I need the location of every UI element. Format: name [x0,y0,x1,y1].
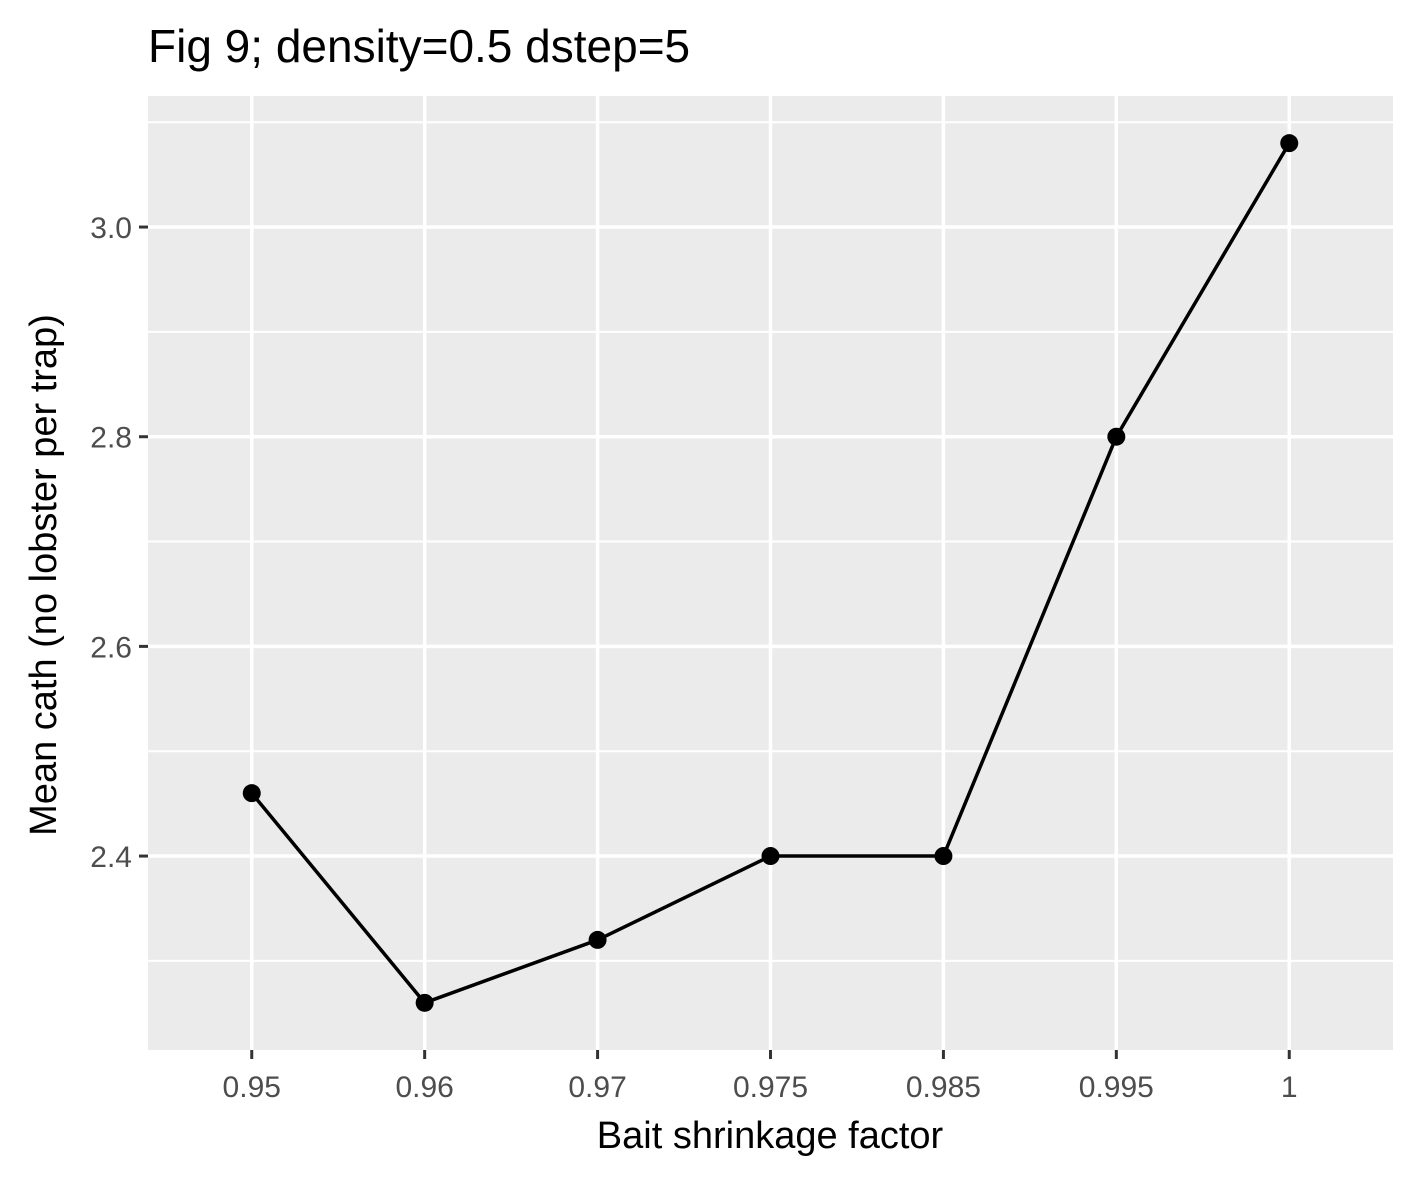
x-tick-label: 0.97 [568,1071,626,1104]
x-tick-label: 0.96 [395,1071,453,1104]
x-tick-label: 0.985 [906,1071,981,1104]
y-tick-label: 2.8 [90,422,132,455]
x-tick-label: 1 [1281,1071,1298,1104]
chart-title: Fig 9; density=0.5 dstep=5 [148,20,690,72]
y-axis: 2.4 2.6 2.8 3.0 [90,212,148,874]
data-point [1107,427,1126,446]
data-point [588,930,607,949]
x-tick-label: 0.995 [1079,1071,1154,1104]
x-axis-title: Bait shrinkage factor [597,1115,944,1157]
y-axis-title: Mean cath (no lobster per trap) [23,314,65,836]
data-point [761,847,780,866]
data-point [1280,134,1299,153]
x-tick-label: 0.95 [223,1071,281,1104]
data-point [415,993,434,1012]
x-axis: 0.95 0.96 0.97 0.975 0.985 0.995 1 [223,1050,1298,1104]
series-line-group [242,134,1299,1012]
data-point [242,784,261,803]
y-tick-label: 2.4 [90,841,132,874]
major-gridlines [148,96,1393,1050]
y-tick-label: 2.6 [90,631,132,664]
x-tick-label: 0.975 [733,1071,808,1104]
y-tick-label: 3.0 [90,212,132,245]
data-point [934,847,953,866]
